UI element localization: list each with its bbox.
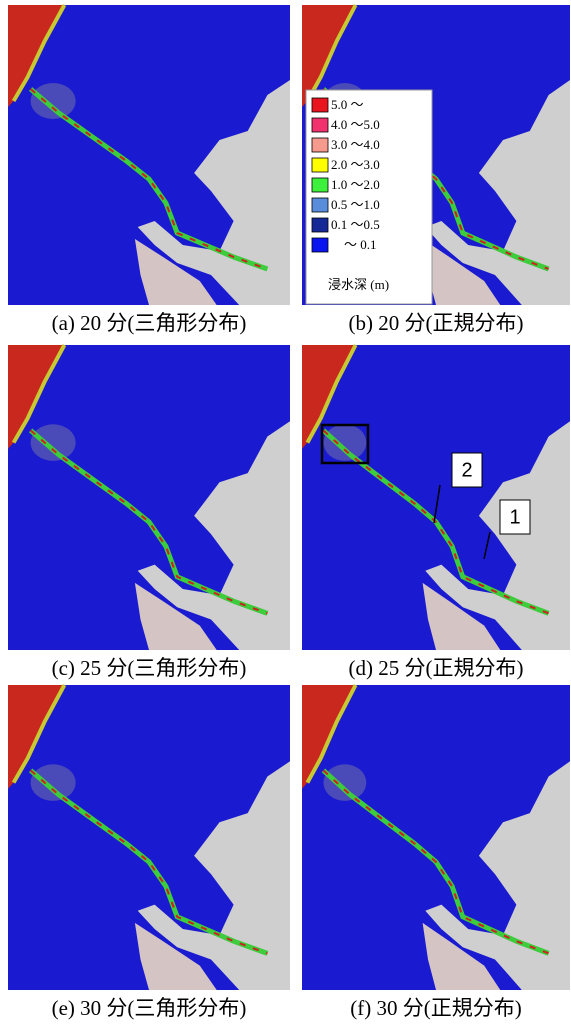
spread-area [323, 424, 366, 461]
legend-swatch [312, 178, 328, 192]
legend-label: 3.0 ～4.0 [331, 137, 380, 152]
spread-area [31, 764, 76, 801]
spread-area [323, 764, 366, 801]
callout-label: 1 [509, 506, 520, 528]
legend-swatch [312, 98, 328, 112]
legend-label: 5.0 ～ [331, 97, 364, 112]
panel-caption: (b) 20 分(正規分布) [349, 311, 524, 335]
legend-title: 浸水深 (m) [328, 277, 389, 292]
legend-label: 0.1 ～0.5 [331, 217, 380, 232]
panel-caption: (e) 30 分(三角形分布) [52, 996, 247, 1020]
legend-swatch [312, 198, 328, 212]
panel-caption: (d) 25 分(正規分布) [349, 656, 524, 680]
callout-label: 2 [461, 459, 472, 481]
panel-caption: (a) 20 分(三角形分布) [52, 311, 247, 335]
legend-label: 0.5 ～1.0 [331, 197, 380, 212]
legend-swatch [312, 158, 328, 172]
legend-label: 4.0 ～5.0 [331, 117, 380, 132]
legend: 5.0 ～ 4.0 ～5.0 3.0 ～4.0 2.0 ～3.0 1.0 ～2.0 0.5… [306, 90, 432, 304]
map-panel: (f) 30 分(正規分布) [302, 685, 570, 1020]
map-panel: (c) 25 分(三角形分布) [8, 345, 290, 680]
map-panel: (a) 20 分(三角形分布) [8, 5, 290, 335]
legend-swatch [312, 118, 328, 132]
map-panel: (e) 30 分(三角形分布) [8, 685, 290, 1020]
legend-label: ～ 0.1 [344, 237, 377, 252]
spread-area [31, 83, 76, 119]
legend-label: 1.0 ～2.0 [331, 177, 380, 192]
legend-swatch [312, 238, 328, 252]
legend-label: 2.0 ～3.0 [331, 157, 380, 172]
spread-area [31, 424, 76, 461]
map-panel: (d) 25 分(正規分布) 2 1 [302, 345, 570, 680]
legend-swatch [312, 138, 328, 152]
figure: (a) 20 分(三角形分布) (b) 20 分(正規分布) (c) 25 分(三角… [0, 0, 571, 1021]
panel-caption: (f) 30 分(正規分布) [350, 996, 521, 1020]
panel-caption: (c) 25 分(三角形分布) [52, 656, 247, 680]
legend-swatch [312, 218, 328, 232]
